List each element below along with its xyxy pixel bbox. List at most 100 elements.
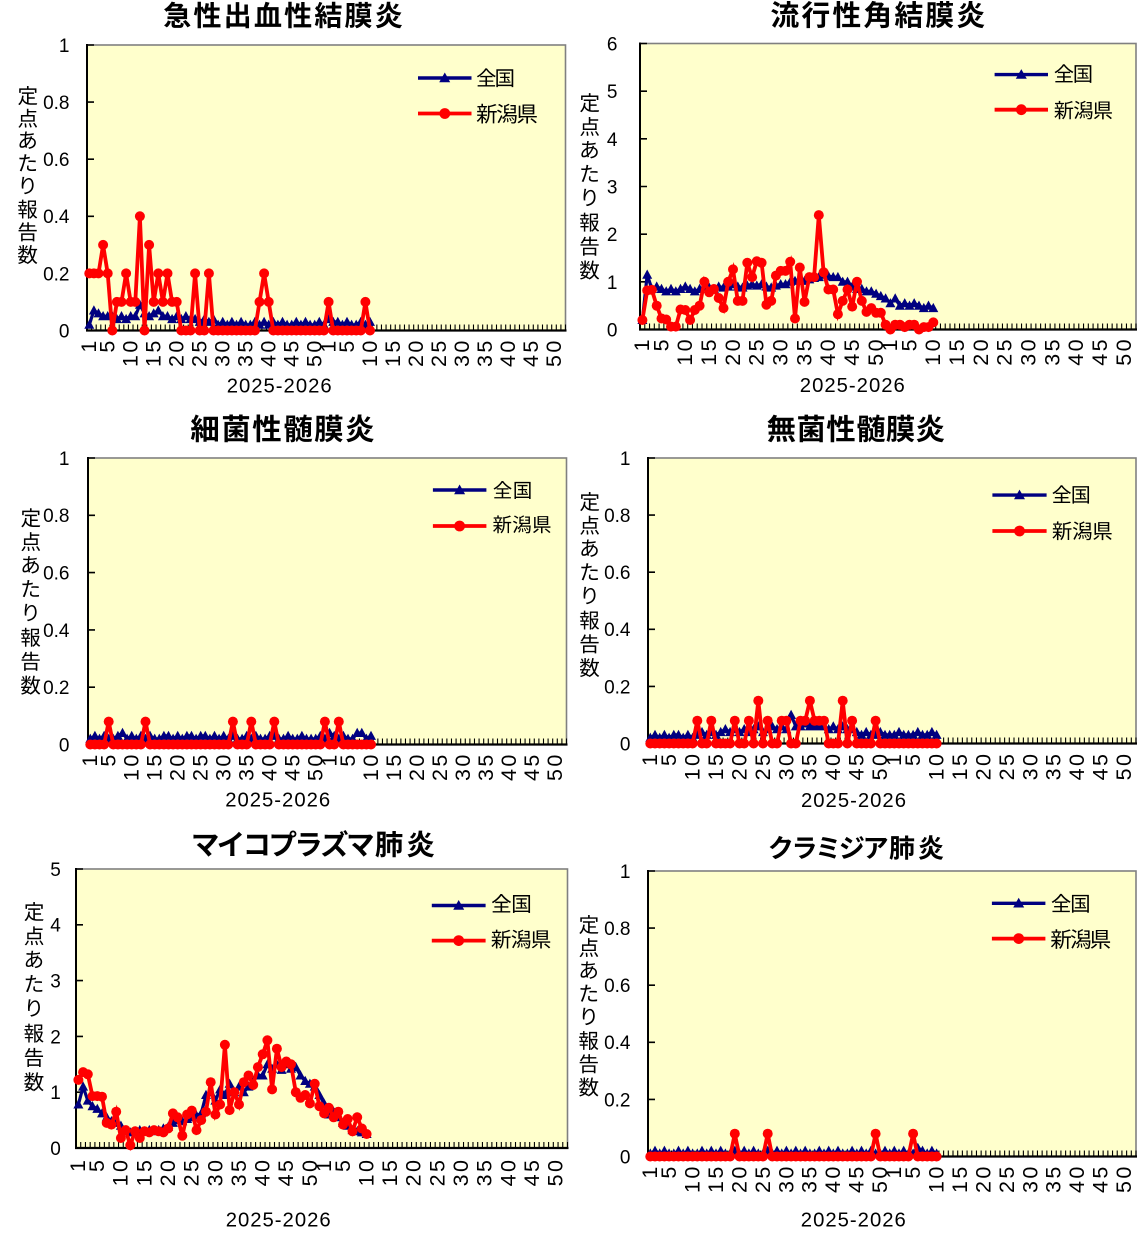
svg-text:40: 40 [1065,1164,1089,1193]
svg-text:1: 1 [638,1164,662,1178]
svg-text:1: 1 [630,337,654,351]
svg-text:20: 20 [404,338,428,367]
svg-text:5: 5 [657,752,681,766]
svg-text:40: 40 [821,1164,845,1193]
svg-text:35: 35 [798,752,822,781]
svg-text:40: 40 [496,338,520,367]
svg-text:15: 15 [142,338,166,367]
svg-text:1: 1 [66,1158,90,1172]
svg-text:40: 40 [497,752,521,781]
svg-text:5: 5 [657,1164,681,1178]
svg-text:1: 1 [78,752,102,766]
svg-text:30: 30 [1017,337,1041,366]
svg-text:15: 15 [378,1158,402,1187]
svg-text:30: 30 [769,337,793,366]
svg-text:35: 35 [474,752,498,781]
svg-text:20: 20 [971,1164,995,1193]
svg-text:0.6: 0.6 [43,150,69,171]
svg-text:20: 20 [969,337,993,366]
svg-text:20: 20 [166,752,190,781]
svg-text:30: 30 [449,1158,473,1187]
svg-text:2: 2 [50,1027,61,1048]
svg-text:5: 5 [97,752,121,766]
svg-text:45: 45 [520,752,544,781]
svg-text:1: 1 [882,1164,906,1178]
svg-text:0.4: 0.4 [604,620,631,641]
svg-text:0.8: 0.8 [43,506,69,527]
svg-text:0: 0 [59,735,70,756]
svg-text:0.4: 0.4 [43,621,70,642]
svg-text:45: 45 [840,337,864,366]
svg-text:5: 5 [50,860,61,881]
svg-text:40: 40 [1065,752,1089,781]
svg-text:35: 35 [473,338,497,367]
svg-text:0: 0 [50,1139,61,1160]
svg-text:50: 50 [868,752,892,781]
svg-text:25: 25 [995,1164,1019,1193]
svg-text:40: 40 [251,1158,275,1187]
svg-text:5: 5 [331,1158,355,1172]
svg-text:45: 45 [845,752,869,781]
svg-text:45: 45 [1089,1164,1113,1193]
svg-text:0.2: 0.2 [43,678,69,699]
svg-text:0: 0 [620,734,631,755]
svg-text:0.6: 0.6 [604,976,630,997]
svg-text:1: 1 [59,449,70,470]
svg-text:40: 40 [258,752,282,781]
svg-text:10: 10 [358,338,382,367]
svg-text:30: 30 [203,1158,227,1187]
svg-text:1: 1 [50,1083,61,1104]
svg-text:0.2: 0.2 [604,1090,630,1111]
svg-text:1: 1 [317,752,341,766]
svg-text:0.4: 0.4 [604,1033,631,1054]
svg-text:20: 20 [165,338,189,367]
svg-text:30: 30 [774,1164,798,1193]
svg-text:15: 15 [143,752,167,781]
svg-text:0: 0 [620,1147,631,1168]
svg-text:1: 1 [638,752,662,766]
svg-text:2025-2026: 2025-2026 [801,790,907,812]
svg-text:30: 30 [1018,752,1042,781]
svg-text:1: 1 [620,862,631,883]
svg-text:20: 20 [405,752,429,781]
svg-text:50: 50 [304,752,328,781]
svg-text:5: 5 [96,338,120,352]
svg-text:1: 1 [312,1158,336,1172]
svg-text:20: 20 [721,337,745,366]
svg-text:1: 1 [316,338,340,352]
svg-text:15: 15 [704,1164,728,1193]
svg-text:10: 10 [359,752,383,781]
svg-text:45: 45 [520,1158,544,1187]
svg-text:15: 15 [382,752,406,781]
svg-text:0.2: 0.2 [604,677,630,698]
svg-text:25: 25 [751,1164,775,1193]
svg-text:2025-2026: 2025-2026 [226,1210,332,1232]
svg-text:35: 35 [234,338,258,367]
svg-text:25: 25 [745,337,769,366]
svg-text:25: 25 [189,752,213,781]
svg-text:5: 5 [335,338,359,352]
svg-text:0.6: 0.6 [604,563,630,584]
svg-text:1: 1 [878,337,902,351]
svg-text:35: 35 [473,1158,497,1187]
svg-text:40: 40 [1064,337,1088,366]
svg-text:50: 50 [542,338,566,367]
svg-text:50: 50 [1112,1164,1136,1193]
svg-text:25: 25 [180,1158,204,1187]
svg-text:20: 20 [727,752,751,781]
svg-text:5: 5 [901,752,925,766]
svg-text:50: 50 [1112,752,1136,781]
svg-text:15: 15 [132,1158,156,1187]
svg-text:0: 0 [607,320,618,341]
svg-text:10: 10 [355,1158,379,1187]
svg-text:25: 25 [427,338,451,367]
svg-text:1: 1 [882,752,906,766]
svg-text:15: 15 [945,337,969,366]
svg-text:1: 1 [620,449,631,470]
svg-text:45: 45 [519,338,543,367]
svg-text:20: 20 [156,1158,180,1187]
svg-text:4: 4 [607,130,618,151]
svg-text:40: 40 [496,1158,520,1187]
svg-text:15: 15 [948,1164,972,1193]
svg-text:50: 50 [868,1164,892,1193]
